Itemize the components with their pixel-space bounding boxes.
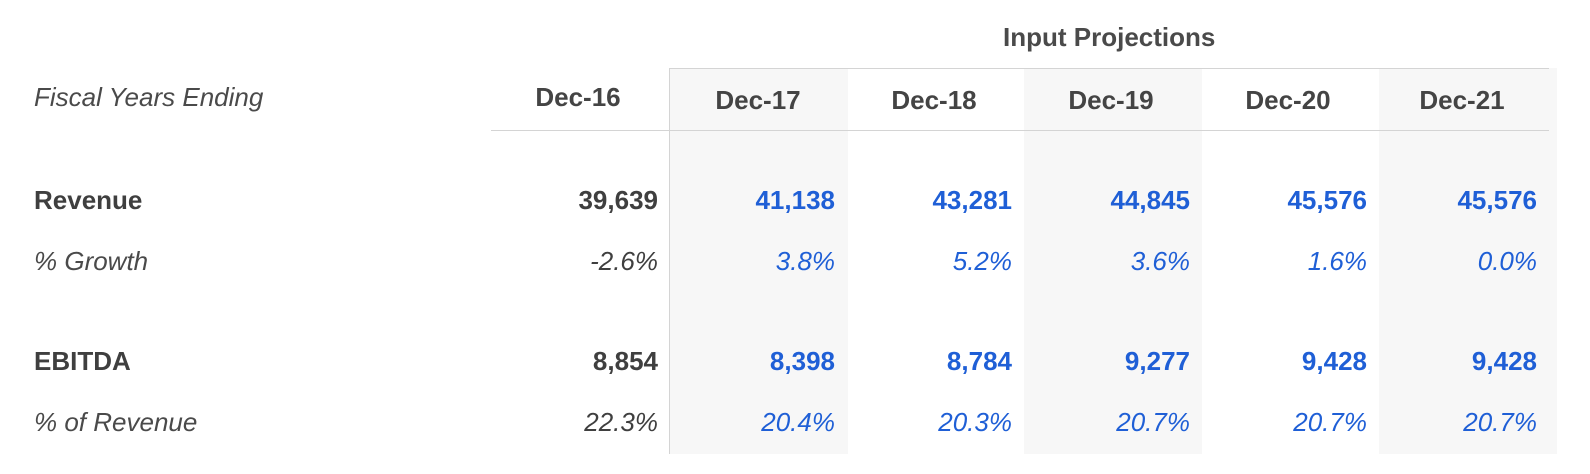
ebitda-dec-17: 8,398 — [769, 346, 835, 376]
growth-dec-21: 0.0% — [1477, 246, 1537, 276]
column-header-dec-18: Dec-18 — [891, 85, 977, 115]
revenue-dec-21: 45,576 — [1457, 185, 1537, 215]
ebitda-dec-20: 9,428 — [1301, 346, 1367, 376]
column-header-dec-19: Dec-19 — [1068, 85, 1154, 115]
ebitda-margin-dec-16: 22.3% — [584, 407, 658, 437]
growth-dec-20: 1.6% — [1307, 246, 1367, 276]
row-label-revenue: Revenue — [34, 185, 143, 215]
row-label-ebitda: EBITDA — [34, 346, 131, 376]
growth-dec-18: 5.2% — [952, 246, 1012, 276]
ebitda-margin-dec-18: 20.3% — [938, 407, 1012, 437]
growth-dec-17: 3.8% — [775, 246, 835, 276]
revenue-dec-16: 39,639 — [578, 185, 658, 215]
row-label-ebitda-margin: % of Revenue — [34, 407, 198, 437]
growth-dec-16: -2.6% — [590, 246, 658, 276]
revenue-dec-20: 45,576 — [1287, 185, 1367, 215]
revenue-dec-18: 43,281 — [932, 185, 1012, 215]
ebitda-dec-18: 8,784 — [946, 346, 1012, 376]
growth-dec-19: 3.6% — [1130, 246, 1190, 276]
ebitda-dec-21: 9,428 — [1471, 346, 1537, 376]
ebitda-dec-19: 9,277 — [1124, 346, 1190, 376]
column-header-dec-17: Dec-17 — [715, 85, 801, 115]
revenue-dec-19: 44,845 — [1110, 185, 1190, 215]
column-band-dec-21 — [1379, 68, 1557, 454]
column-header-dec-16: Dec-16 — [535, 82, 621, 112]
ebitda-margin-dec-21: 20.7% — [1463, 407, 1537, 437]
fiscal-years-label: Fiscal Years Ending — [34, 82, 264, 112]
header-divider — [491, 130, 1549, 131]
column-header-dec-21: Dec-21 — [1419, 85, 1505, 115]
column-header-dec-20: Dec-20 — [1245, 85, 1331, 115]
column-band-dec-17 — [670, 68, 848, 454]
ebitda-margin-dec-17: 20.4% — [761, 407, 835, 437]
ebitda-margin-dec-20: 20.7% — [1293, 407, 1367, 437]
ebitda-dec-16: 8,854 — [592, 346, 658, 376]
column-band-dec-19 — [1024, 68, 1202, 454]
input-projections-title: Input Projections — [1003, 22, 1216, 52]
ebitda-margin-dec-19: 20.7% — [1116, 407, 1190, 437]
input-projections-frame — [669, 68, 1549, 454]
revenue-dec-17: 41,138 — [755, 185, 835, 215]
row-label-growth: % Growth — [34, 246, 149, 276]
